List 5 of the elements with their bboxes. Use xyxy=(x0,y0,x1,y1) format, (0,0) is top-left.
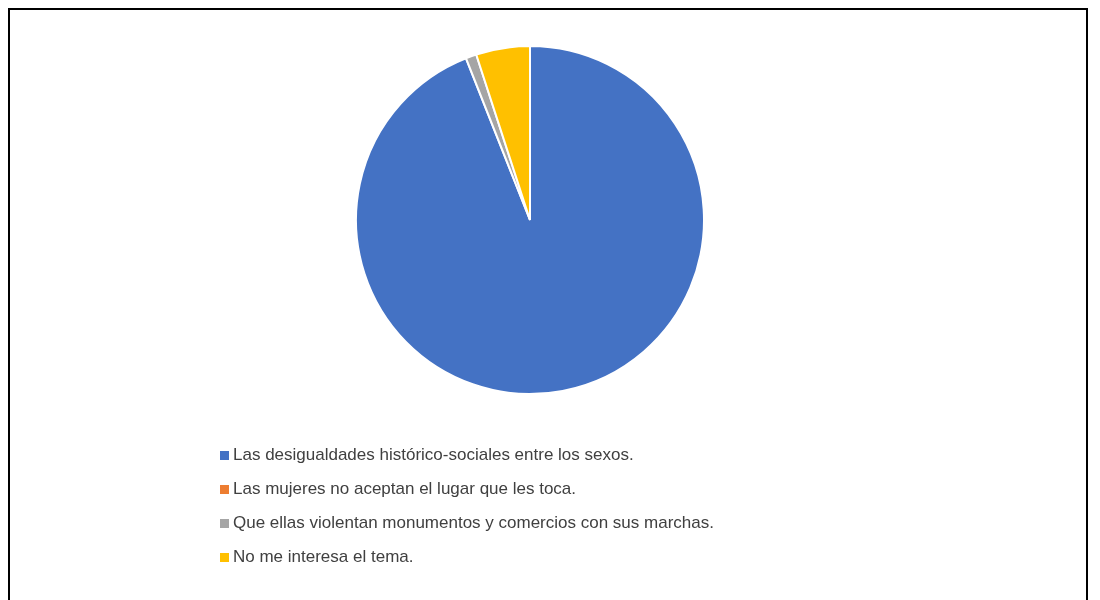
legend-label: No me interesa el tema. xyxy=(233,547,414,566)
legend-label: Las mujeres no aceptan el lugar que les toca. xyxy=(233,479,577,498)
pie-slice xyxy=(355,45,705,395)
legend-label: Que ellas violentan monumentos y comercios con sus marchas. xyxy=(233,513,714,532)
legend-label: Las desigualdades histórico-sociales entre los sexos. xyxy=(233,445,634,464)
